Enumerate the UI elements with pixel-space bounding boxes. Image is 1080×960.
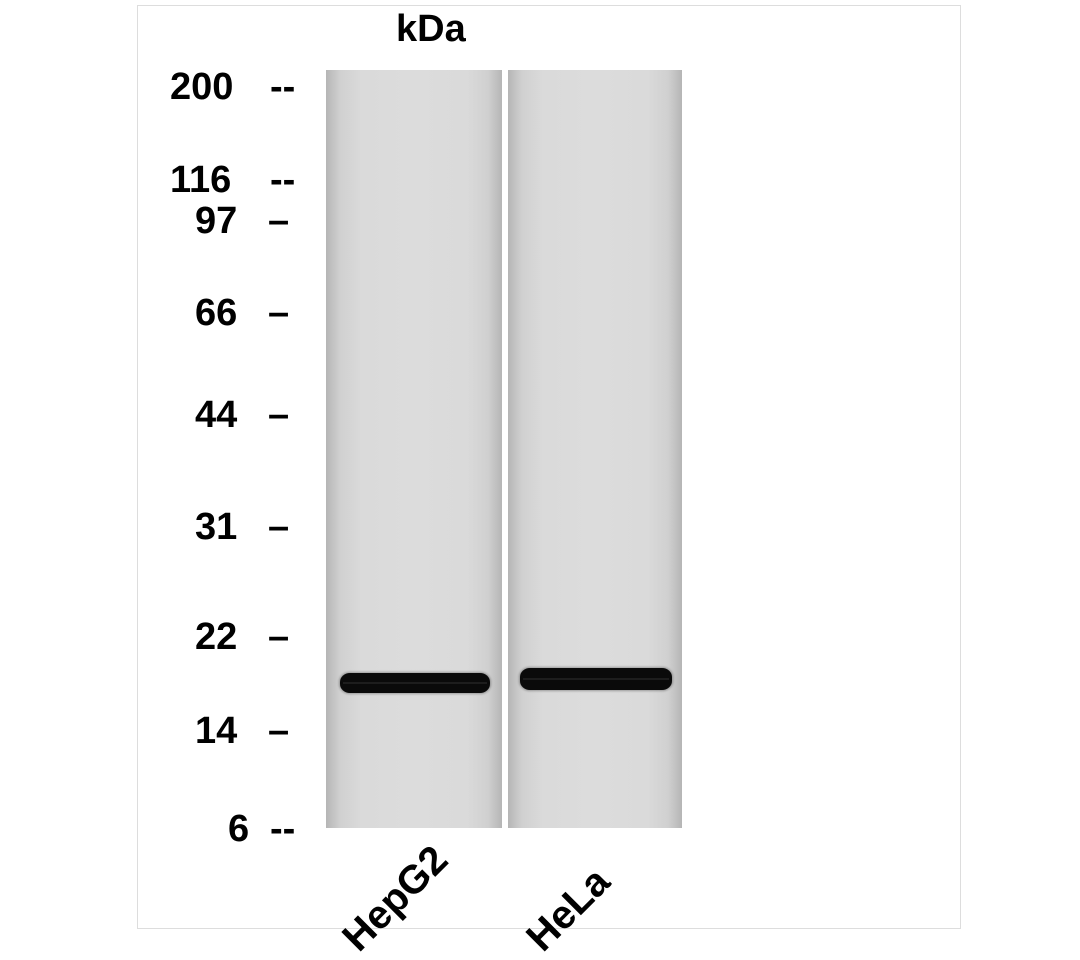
marker-tick-97: – [268, 200, 289, 243]
marker-tick-31: – [268, 506, 289, 549]
marker-label-66: 66 [195, 292, 237, 335]
marker-tick-6: -- [270, 808, 295, 851]
band-lane2 [520, 668, 672, 690]
western-blot-figure: kDa 200--116--97–66–44–31–22–14–6-- HepG… [0, 0, 1080, 936]
marker-label-31: 31 [195, 506, 237, 549]
marker-label-44: 44 [195, 394, 237, 437]
lane-2 [508, 70, 682, 828]
marker-label-22: 22 [195, 616, 237, 659]
marker-tick-200: -- [270, 66, 295, 109]
marker-label-6: 6 [228, 808, 249, 851]
marker-tick-22: – [268, 616, 289, 659]
marker-tick-66: – [268, 292, 289, 335]
lane-separator [502, 70, 508, 828]
marker-label-14: 14 [195, 710, 237, 753]
lane-label-hela: HeLa [518, 859, 619, 960]
marker-tick-44: – [268, 394, 289, 437]
marker-tick-116: -- [270, 159, 295, 202]
marker-label-116: 116 [170, 159, 231, 202]
marker-label-200: 200 [170, 66, 233, 109]
unit-label: kDa [396, 8, 466, 51]
band-lane1 [340, 673, 490, 693]
blot-area [326, 70, 682, 828]
marker-tick-14: – [268, 710, 289, 753]
lane-label-hepg2: HepG2 [334, 837, 457, 960]
lane-1 [326, 70, 502, 828]
marker-label-97: 97 [195, 200, 237, 243]
